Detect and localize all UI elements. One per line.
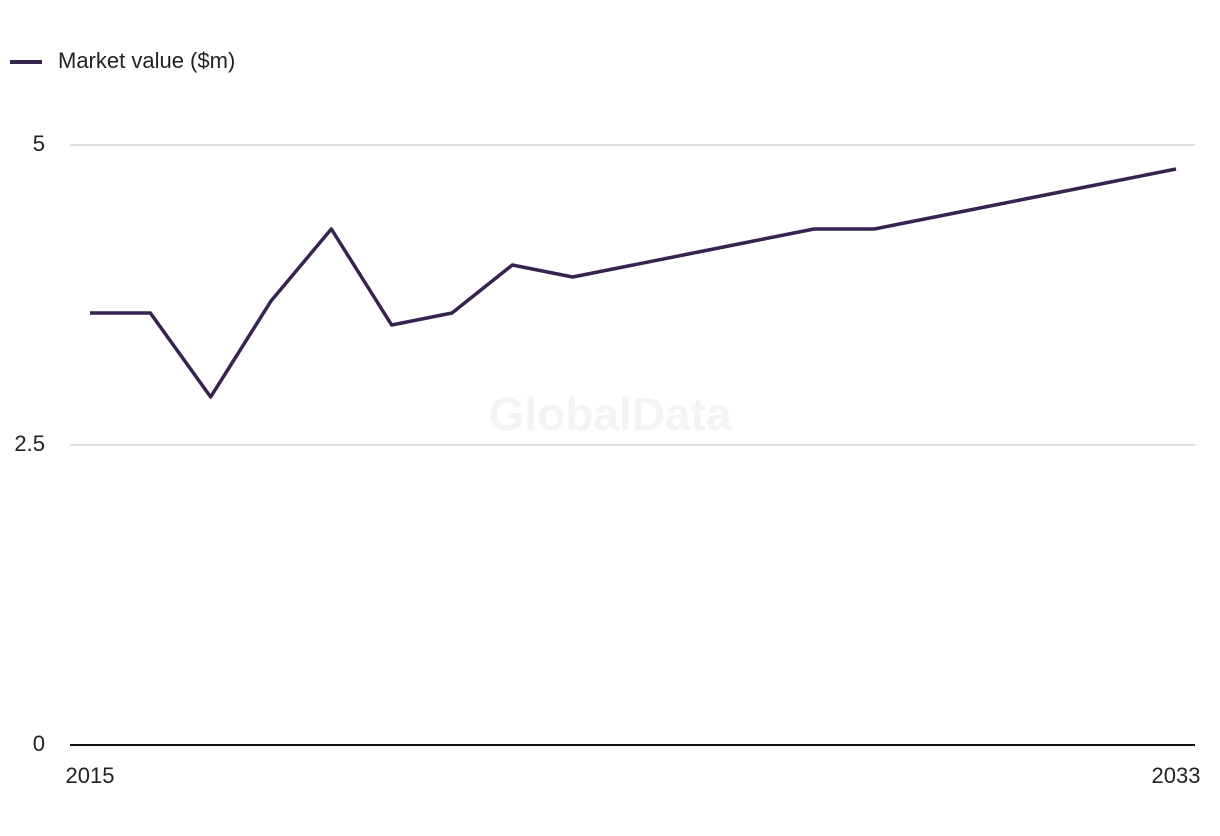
x-tick-label: 2015 <box>66 763 115 788</box>
legend-label: Market value ($m) <box>58 48 235 73</box>
y-tick-label: 5 <box>33 131 45 156</box>
y-tick-label: 2.5 <box>14 431 45 456</box>
watermark: GlobalData <box>489 388 732 440</box>
x-tick-label: 2033 <box>1152 763 1201 788</box>
y-tick-label: 0 <box>33 731 45 756</box>
line-series <box>90 167 1177 399</box>
